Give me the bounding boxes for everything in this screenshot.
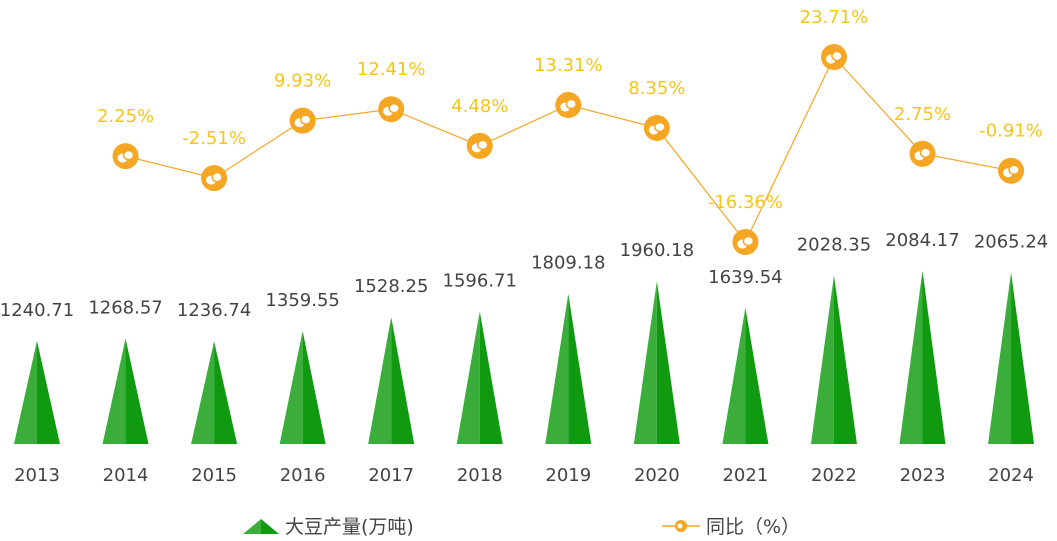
bean-marker-icon (477, 139, 489, 151)
bar-value-label: 1359.55 (265, 290, 339, 311)
bar-right-face (1011, 272, 1035, 444)
bar-left-face (191, 341, 215, 444)
bar-left-face (545, 293, 569, 444)
x-tick-label: 2016 (280, 465, 326, 486)
legend-label: 同比（%） (706, 516, 801, 538)
chart-svg: 1240.71 2013 1268.57 2014 1236.74 2015 1359.55… (0, 7, 1048, 486)
bar-left-face (633, 281, 657, 444)
x-tick-label: 2020 (634, 465, 680, 486)
bar-left-face (988, 272, 1012, 444)
bean-marker-icon (919, 147, 932, 159)
bean-marker-icon (211, 171, 223, 183)
bean-marker-icon (565, 98, 578, 110)
bar-value-label: 2084.17 (885, 230, 959, 251)
x-tick-label: 2021 (722, 465, 768, 486)
bar-value-label: 1528.25 (354, 276, 428, 297)
bean-marker-icon (831, 50, 843, 62)
bar-left-face (279, 331, 303, 444)
x-tick-label: 2015 (191, 465, 237, 486)
bar-value-label: 2065.24 (974, 231, 1048, 252)
bar-right-face (568, 293, 592, 444)
bar-right-face (745, 307, 769, 444)
bar-left-face (722, 307, 746, 444)
x-tick-label: 2013 (14, 465, 60, 486)
bean-marker-icon (122, 149, 135, 161)
yoy-value-label: 12.41% (357, 59, 426, 80)
bar-left-face (102, 338, 126, 444)
legend-label: 大豆产量(万吨) (285, 516, 414, 538)
bean-marker-icon (299, 114, 312, 125)
bar-left-face (368, 317, 392, 444)
bean-marker-legend-icon (662, 519, 700, 532)
yoy-value-label: 8.35% (628, 78, 685, 99)
bar-right-face (922, 270, 946, 444)
bar-right-face (656, 281, 680, 444)
bean-marker-icon (388, 102, 400, 114)
x-tick-label: 2018 (457, 465, 503, 486)
bar-value-label: 1236.74 (177, 300, 251, 321)
x-tick-label: 2017 (368, 465, 414, 486)
yoy-value-label: 9.93% (274, 71, 331, 92)
bean-marker-icon (742, 235, 755, 247)
x-tick-label: 2023 (900, 465, 946, 486)
x-tick-label: 2014 (103, 465, 149, 486)
bar-right-face (479, 311, 503, 444)
x-tick-label: 2022 (811, 465, 857, 486)
bar-value-label: 1809.18 (531, 253, 605, 274)
bar-value-label: 1639.54 (708, 267, 782, 288)
legend-item-production[interactable]: 大豆产量(万吨) (243, 512, 414, 539)
yoy-value-label: 23.71% (800, 7, 869, 28)
yoy-value-label: -0.91% (979, 121, 1043, 142)
bar-right-face (833, 275, 857, 444)
x-tick-label: 2024 (988, 465, 1034, 486)
bar-right-face (37, 340, 60, 444)
triangle-legend-icon (243, 518, 279, 534)
bean-marker-icon (654, 121, 666, 133)
bar-left-face (810, 275, 834, 444)
yoy-value-label: 2.75% (894, 104, 951, 125)
bar-value-label: 1268.57 (88, 298, 162, 319)
bean-marker-icon (1008, 164, 1020, 175)
bar-right-face (302, 331, 326, 444)
bar-right-face (391, 317, 415, 444)
bar-right-face (214, 341, 238, 444)
yoy-value-label: 13.31% (534, 55, 603, 76)
bar-value-label: 1596.71 (443, 270, 517, 291)
bar-left-face (899, 270, 923, 444)
yoy-line (125, 55, 1012, 244)
bar-right-face (125, 338, 149, 444)
bar-value-label: 2028.35 (797, 234, 871, 255)
bar-left-face (456, 311, 480, 444)
bar-left-face (14, 340, 37, 444)
yoy-value-label: 2.25% (97, 106, 154, 127)
yoy-value-label: 4.48% (451, 96, 508, 117)
legend-item-yoy[interactable]: 同比（%） (662, 512, 800, 539)
x-tick-label: 2019 (545, 465, 591, 486)
bar-value-label: 1240.71 (0, 300, 74, 321)
yoy-value-label: -16.36% (708, 192, 783, 213)
yoy-value-label: -2.51% (182, 128, 246, 149)
bar-value-label: 1960.18 (620, 240, 694, 261)
